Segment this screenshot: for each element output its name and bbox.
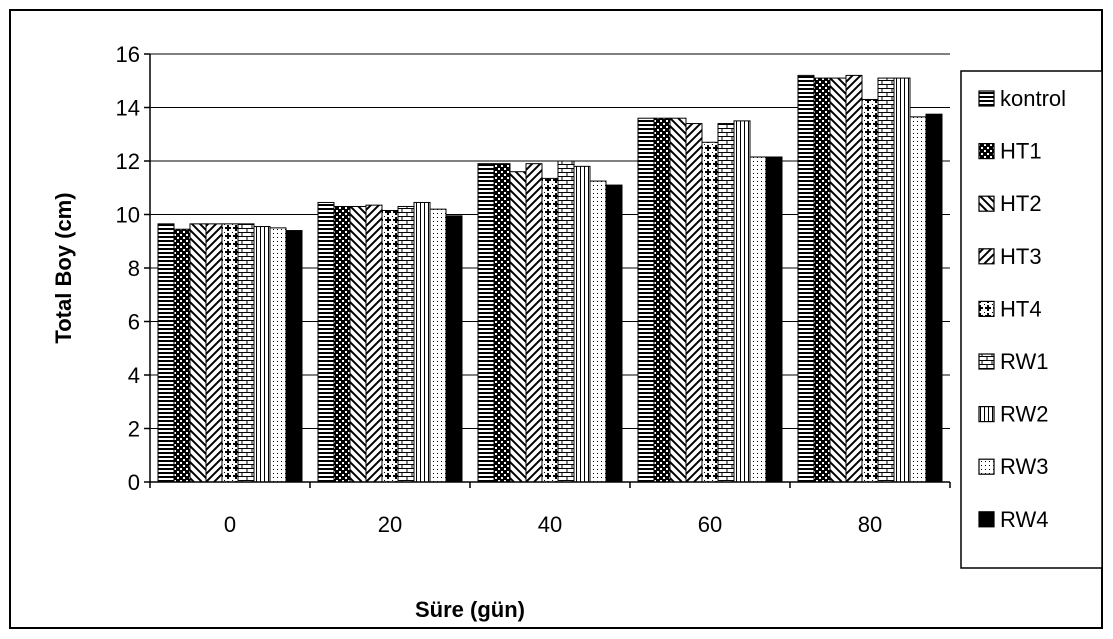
y-tick-label: 4: [128, 363, 140, 388]
bar-rw4-60: [765, 156, 783, 483]
legend-swatch-rw3: [978, 458, 995, 475]
y-tick-label: 10: [116, 203, 140, 228]
legend-swatch-kontrol: [978, 90, 995, 107]
x-tick-labels: 0 20 40 60 80: [224, 512, 882, 537]
bar-ht2-20: [349, 205, 367, 483]
bar-ht3-40: [525, 163, 543, 483]
y-tick-labels: 0 2 4 6 8 10 12 14 16: [116, 42, 140, 495]
bar-ht3-60: [685, 123, 703, 483]
bar-kontrol-0: [157, 223, 175, 483]
y-tick-label: 6: [128, 310, 140, 335]
y-tick-label: 8: [128, 256, 140, 281]
x-tick-label: 60: [698, 512, 722, 537]
legend-swatch-rw4: [978, 511, 995, 528]
bar-ht3-80: [845, 74, 863, 483]
y-tick-label: 16: [116, 42, 140, 67]
bar-rw1-40: [557, 160, 575, 483]
legend-label-ht1: HT1: [1000, 139, 1042, 164]
bar-kontrol-80: [797, 74, 815, 483]
y-tick-label: 12: [116, 149, 140, 174]
bar-ht2-0: [189, 223, 207, 483]
legend-label-ht4: HT4: [1000, 296, 1042, 321]
y-axis-title: Total Boy (cm): [51, 192, 76, 343]
y-tick-label: 0: [128, 470, 140, 495]
legend-label-ht2: HT2: [1000, 191, 1042, 216]
legend-swatch-ht2: [978, 195, 995, 212]
bar-rw3-40: [589, 180, 607, 483]
bar-rw4-20: [445, 215, 463, 483]
x-tick-label: 40: [538, 512, 562, 537]
legend-label-rw3: RW3: [1000, 454, 1049, 479]
bar-ht1-20: [333, 205, 351, 483]
x-tick-label: 0: [224, 512, 236, 537]
axes: [144, 53, 951, 488]
bar-rw3-0: [269, 227, 287, 483]
bar-rw1-80: [877, 77, 895, 483]
bar-rw1-0: [237, 223, 255, 483]
x-axis-title: Süre (gün): [415, 597, 525, 622]
x-tick-label: 80: [858, 512, 882, 537]
legend-swatch-ht4: [978, 300, 995, 317]
bar-ht2-80: [829, 77, 847, 483]
legend-label-rw2: RW2: [1000, 402, 1049, 427]
legend-swatch-ht3: [978, 248, 995, 265]
bar-ht4-20: [381, 209, 399, 483]
bar-ht4-40: [541, 177, 559, 483]
legend-label-rw4: RW4: [1000, 507, 1049, 532]
bar-rw3-60: [749, 156, 767, 483]
bar-rw2-40: [573, 165, 591, 483]
bar-ht1-0: [173, 228, 191, 483]
bar-rw3-80: [909, 116, 927, 483]
bar-rw1-20: [397, 205, 415, 483]
legend-swatch-rw2: [978, 406, 995, 423]
bar-rw4-80: [925, 113, 943, 483]
y-tick-label: 14: [116, 96, 140, 121]
bar-rw2-80: [893, 77, 911, 483]
legend-swatch-rw1: [978, 353, 995, 370]
bar-ht3-20: [365, 204, 383, 483]
bar-ht1-60: [653, 117, 671, 483]
legend-label-kontrol: kontrol: [1000, 86, 1066, 111]
legend-swatch-ht1: [978, 143, 995, 160]
bar-ht4-80: [861, 98, 879, 483]
legend: kontrol HT1 HT2 HT3 HT4 RW1 RW2 RW3 RW4: [960, 70, 1103, 569]
bar-kontrol-40: [477, 163, 495, 483]
bar-rw3-20: [429, 208, 447, 483]
bar-rw1-60: [717, 123, 735, 483]
bar-ht4-0: [221, 223, 239, 483]
bar-rw4-40: [605, 184, 623, 483]
legend-label-rw1: RW1: [1000, 349, 1049, 374]
bar-ht3-0: [205, 223, 223, 483]
legend-label-ht3: HT3: [1000, 244, 1042, 269]
bar-ht1-80: [813, 77, 831, 483]
bar-ht2-60: [669, 117, 687, 483]
bar-ht2-40: [509, 171, 527, 483]
bar-kontrol-60: [637, 117, 655, 483]
bar-ht1-40: [493, 163, 511, 483]
bar-rw2-20: [413, 201, 431, 483]
x-tick-label: 20: [378, 512, 402, 537]
bar-rw2-60: [733, 120, 751, 483]
bar-kontrol-20: [317, 201, 335, 483]
bars: [157, 74, 943, 483]
bar-rw4-0: [285, 230, 303, 483]
bar-ht4-60: [701, 141, 719, 483]
y-tick-label: 2: [128, 417, 140, 442]
bar-rw2-0: [253, 226, 271, 483]
